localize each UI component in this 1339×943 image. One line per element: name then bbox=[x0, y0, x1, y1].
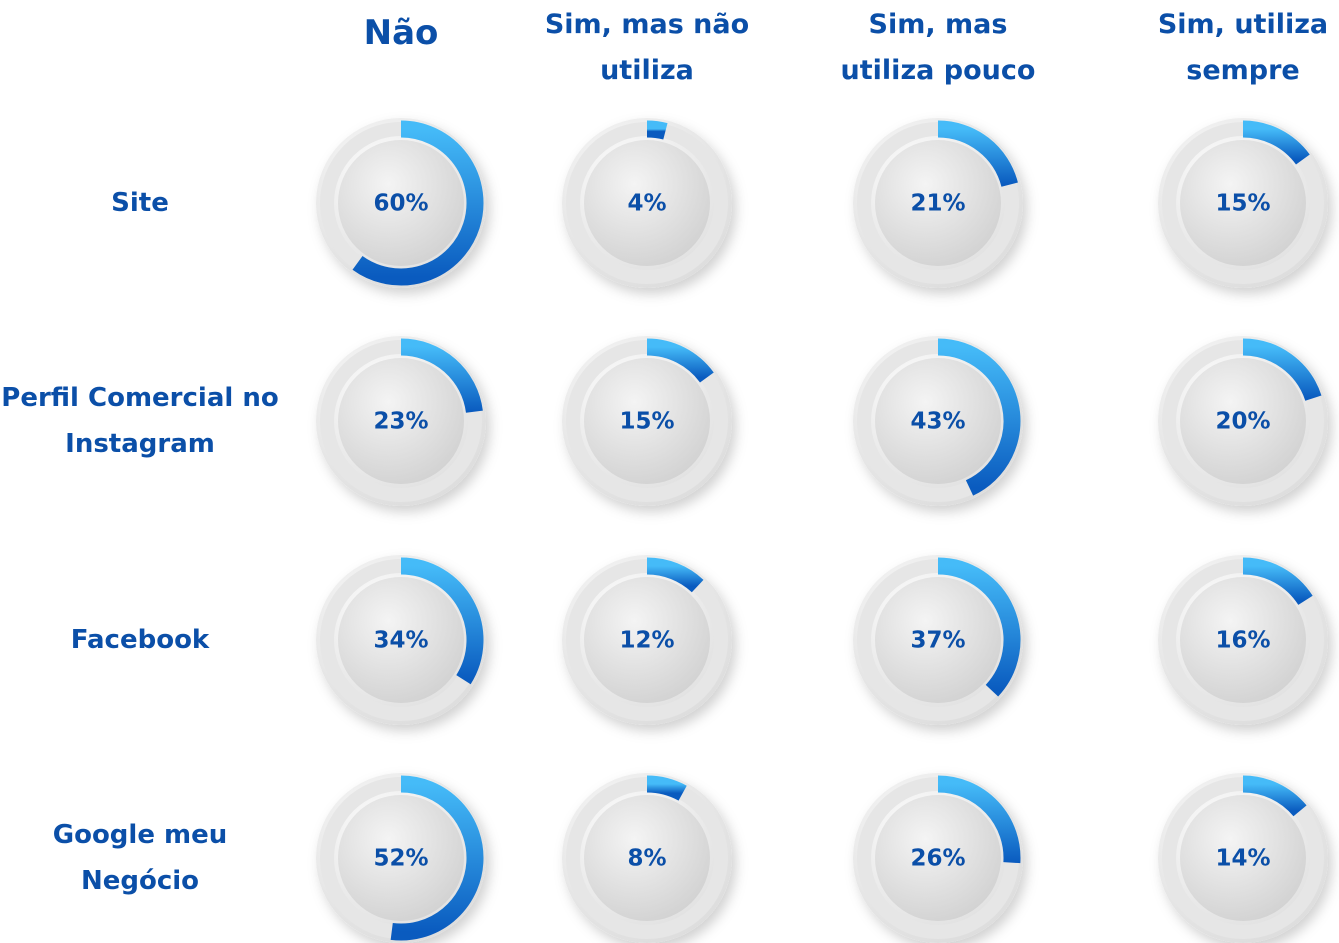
column-header: Sim, utiliza sempre bbox=[1157, 9, 1329, 86]
value-label: 21% bbox=[910, 191, 965, 217]
gauge-arc bbox=[937, 775, 1021, 864]
gauge-arc bbox=[1242, 338, 1322, 402]
gauge-center bbox=[875, 577, 1001, 703]
value-label: 43% bbox=[910, 409, 965, 435]
value-label: 37% bbox=[910, 628, 965, 654]
value-label: 20% bbox=[1215, 409, 1270, 435]
gauge-center bbox=[1180, 358, 1306, 484]
value-label: 15% bbox=[619, 409, 674, 435]
row-label: Site bbox=[111, 188, 169, 218]
gauge-center bbox=[338, 140, 464, 266]
value-label: 8% bbox=[627, 846, 666, 872]
gauge-center bbox=[1180, 795, 1306, 921]
gauge-arc bbox=[937, 557, 1021, 697]
gauge-center bbox=[584, 358, 710, 484]
gauge-arc bbox=[1242, 557, 1313, 606]
gauge-arc bbox=[937, 338, 1021, 496]
gauge-center bbox=[584, 577, 710, 703]
gauge-arc bbox=[1242, 775, 1307, 817]
gauge-arc bbox=[646, 120, 668, 140]
value-label: 15% bbox=[1215, 191, 1270, 217]
gauge-arc bbox=[390, 775, 484, 941]
value-label: 60% bbox=[373, 191, 428, 217]
value-label: 14% bbox=[1215, 846, 1270, 872]
gauge-arc bbox=[646, 557, 704, 593]
gauge-arc bbox=[400, 557, 484, 685]
column-header: Sim, mas não utiliza bbox=[544, 9, 750, 86]
row-label: Google meu Negócio bbox=[52, 820, 228, 896]
gauge-center bbox=[875, 358, 1001, 484]
gauge-arc bbox=[400, 338, 483, 414]
gauge-center bbox=[584, 140, 710, 266]
gauge-center bbox=[584, 795, 710, 921]
gauge-arc bbox=[646, 338, 714, 383]
row-label: Facebook bbox=[70, 625, 210, 655]
value-label: 4% bbox=[627, 191, 666, 217]
value-label: 12% bbox=[619, 628, 674, 654]
gauge-arc bbox=[352, 120, 484, 286]
gauge-center bbox=[875, 795, 1001, 921]
gauge-center bbox=[1180, 140, 1306, 266]
value-label: 26% bbox=[910, 846, 965, 872]
gauge-center bbox=[1180, 577, 1306, 703]
value-label: 16% bbox=[1215, 628, 1270, 654]
gauge-arc bbox=[937, 120, 1018, 188]
value-label: 52% bbox=[373, 846, 428, 872]
value-label: 34% bbox=[373, 628, 428, 654]
gauge-center bbox=[338, 577, 464, 703]
gauge-center bbox=[338, 358, 464, 484]
value-label: 23% bbox=[373, 409, 428, 435]
column-header: Não bbox=[363, 13, 439, 53]
gauge-center bbox=[875, 140, 1001, 266]
gauge-arc bbox=[646, 775, 687, 801]
column-header: Sim, mas utiliza pouco bbox=[840, 9, 1036, 86]
gauge-center bbox=[338, 795, 464, 921]
gauge-arc bbox=[1242, 120, 1310, 165]
row-label: Perfil Comercial no Instagram bbox=[1, 383, 279, 459]
